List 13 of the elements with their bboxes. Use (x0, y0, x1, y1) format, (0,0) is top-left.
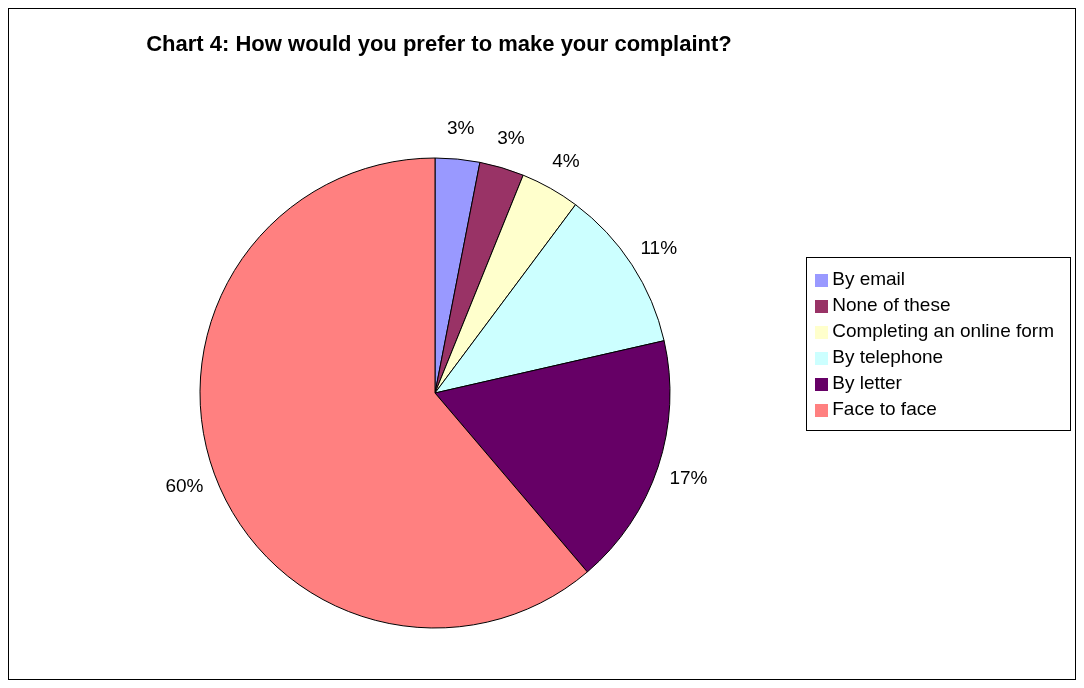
legend-label: Face to face (832, 398, 937, 419)
data-label: 3% (497, 126, 525, 148)
chart-title: Chart 4: How would you prefer to make your complaint? (145, 31, 733, 57)
legend-label: By telephone (832, 346, 944, 367)
data-label: 11% (640, 236, 678, 258)
legend-label: Completing an online form (832, 320, 1054, 341)
legend-label: By letter (832, 372, 902, 393)
legend-label: None of these (832, 294, 951, 315)
data-label: 4% (552, 149, 580, 171)
data-label: 3% (446, 116, 475, 138)
data-label: 60% (165, 474, 204, 496)
legend-label: By email (832, 268, 906, 289)
data-label: 17% (669, 466, 708, 488)
